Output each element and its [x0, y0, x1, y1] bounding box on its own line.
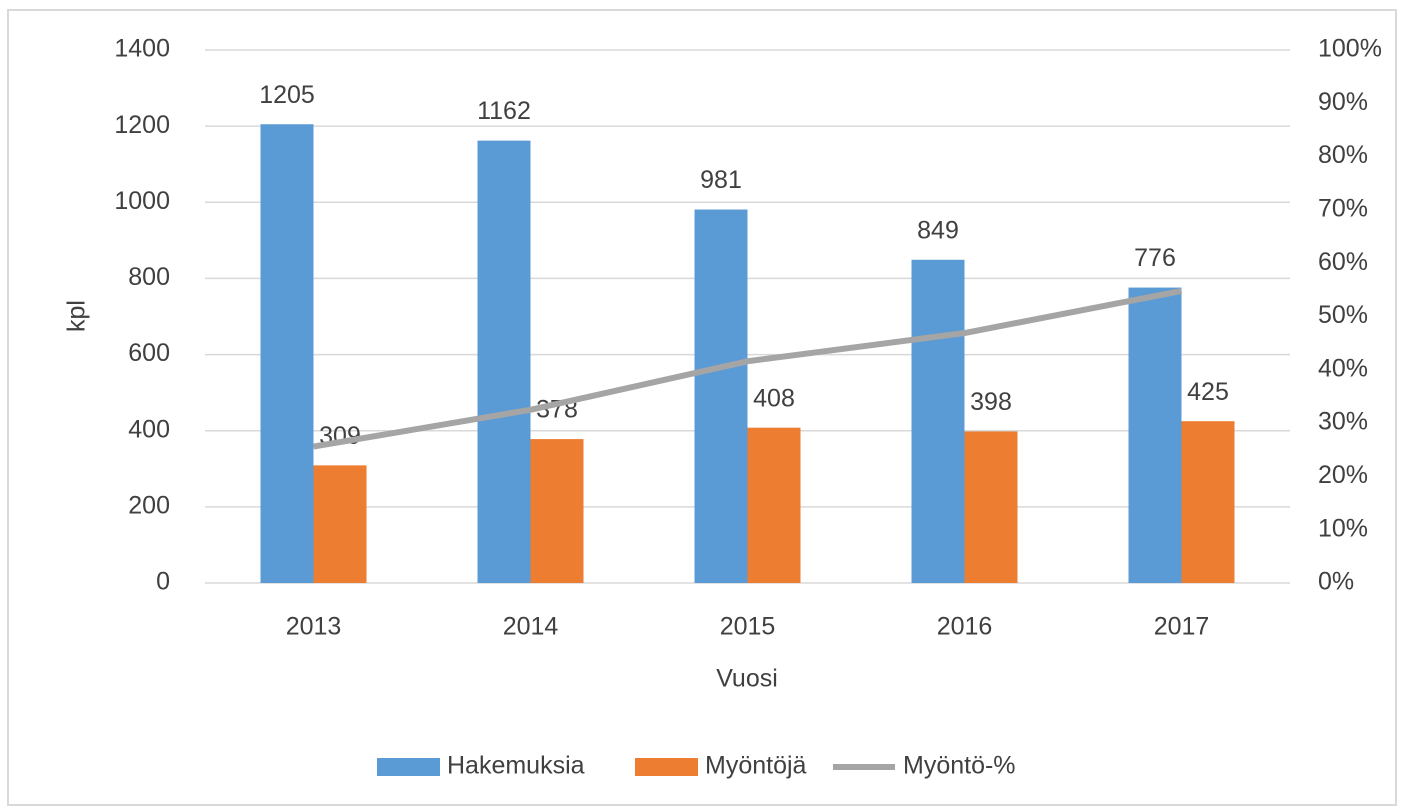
legend-label: Hakemuksia	[447, 752, 585, 780]
x-tick-label: 2017	[1154, 613, 1210, 641]
bar	[911, 259, 965, 583]
x-tick-label: 2014	[503, 613, 559, 641]
y2-tick-label: 20%	[1318, 461, 1368, 489]
y-tick-label: 1200	[114, 111, 170, 139]
y-tick-label: 1400	[114, 35, 170, 63]
bar	[1181, 421, 1235, 583]
legend-swatch	[377, 758, 440, 776]
data-label: 849	[917, 216, 959, 244]
data-label: 981	[700, 166, 742, 194]
bar	[694, 209, 748, 583]
y2-tick-label: 90%	[1318, 88, 1368, 116]
x-axis-title: Vuosi	[716, 665, 778, 693]
bar	[1128, 287, 1182, 583]
data-label: 398	[970, 388, 1012, 416]
data-label: 776	[1134, 244, 1176, 272]
bar	[477, 140, 531, 584]
y2-tick-label: 60%	[1318, 248, 1368, 276]
y-tick-label: 0	[156, 568, 170, 596]
y-axis-title: kpl	[63, 300, 91, 332]
legend-swatch	[635, 758, 698, 776]
x-tick-label: 2016	[937, 613, 993, 641]
line-series	[312, 287, 1183, 450]
y-tick-label: 800	[128, 263, 170, 291]
x-tick-label: 2013	[286, 613, 342, 641]
y2-tick-label: 80%	[1318, 141, 1368, 169]
data-label: 1205	[259, 81, 315, 109]
bar	[964, 431, 1018, 583]
y-tick-label: 400	[128, 415, 170, 443]
y-tick-label: 200	[128, 491, 170, 519]
bar	[260, 124, 314, 583]
y2-tick-label: 30%	[1318, 408, 1368, 436]
legend-label: Myöntöjä	[705, 752, 807, 780]
y2-tick-label: 0%	[1318, 568, 1354, 596]
bar	[530, 439, 584, 583]
y-tick-label: 1000	[114, 187, 170, 215]
data-label: 408	[753, 384, 795, 412]
x-tick-label: 2015	[720, 613, 776, 641]
y-tick-label: 600	[128, 339, 170, 367]
y2-tick-label: 40%	[1318, 354, 1368, 382]
y2-tick-label: 10%	[1318, 514, 1368, 542]
legend-label: Myöntö-%	[903, 752, 1016, 780]
y2-tick-label: 50%	[1318, 301, 1368, 329]
data-label: 1162	[477, 97, 531, 125]
bar	[747, 427, 801, 583]
bar	[313, 465, 367, 583]
data-label: 425	[1187, 378, 1229, 406]
y2-tick-label: 100%	[1318, 35, 1382, 63]
y2-tick-label: 70%	[1318, 195, 1368, 223]
